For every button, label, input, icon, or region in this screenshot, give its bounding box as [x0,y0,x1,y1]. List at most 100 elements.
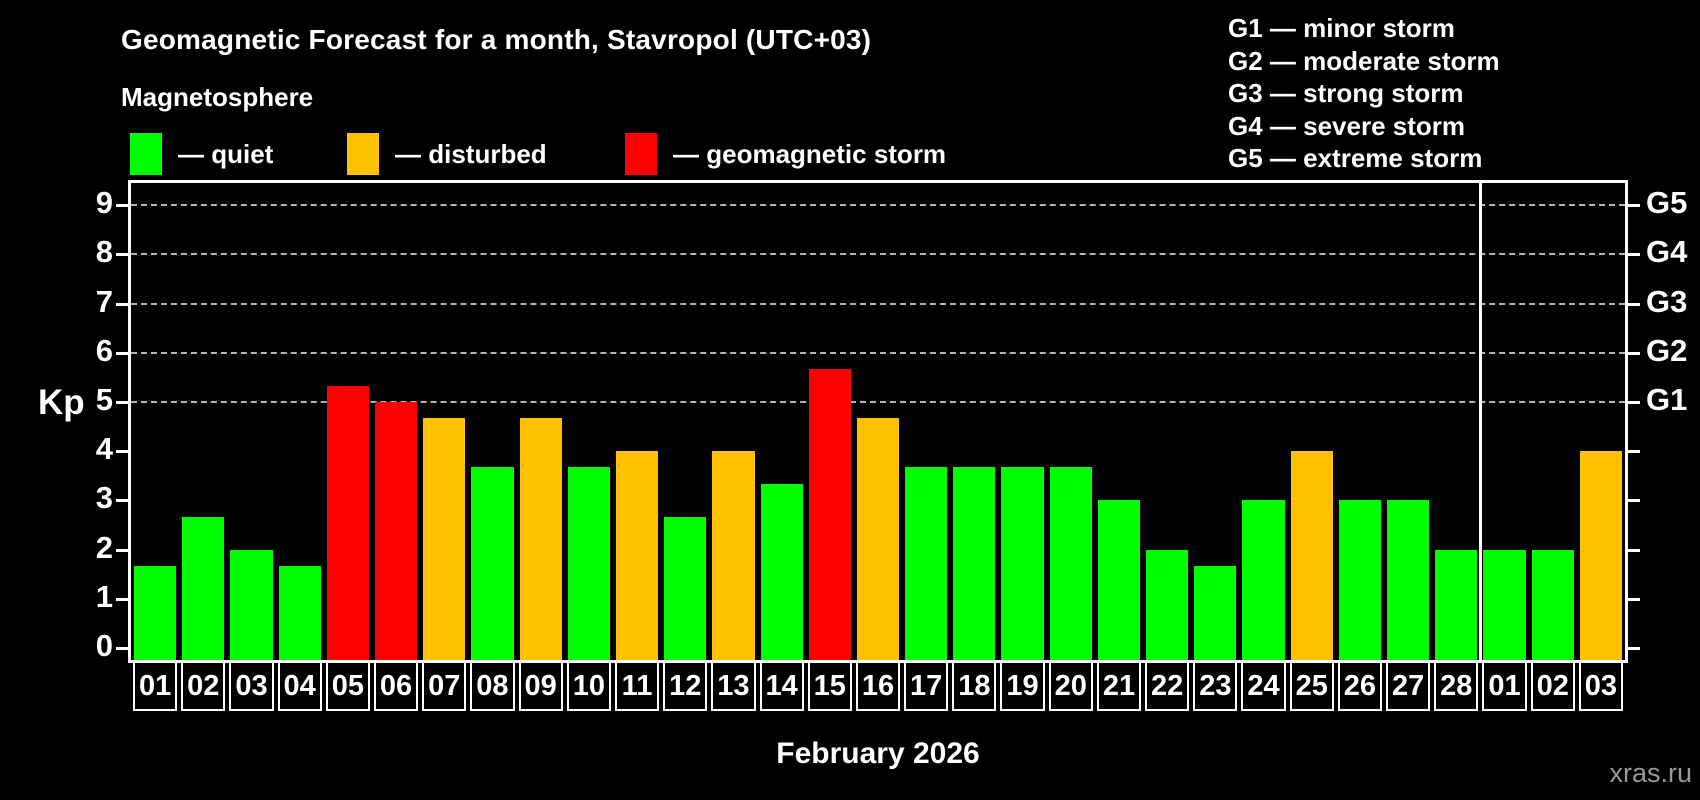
kp-bar-19 [1001,467,1044,660]
kp-bar-07 [423,418,466,660]
plot-area [128,180,1628,663]
kp-bar-17 [905,467,948,660]
kp-bar-03 [230,549,273,660]
disturbed-color-swatch [347,133,379,175]
y-tick-label: 2 [95,529,113,565]
page-title: Geomagnetic Forecast for a month, Stavro… [121,24,872,55]
day-label-feb-11: 11 [614,661,660,711]
y-tick-label: 0 [95,628,113,663]
day-label-feb-22: 22 [1145,661,1190,711]
y-axis-tick [116,204,131,208]
right-axis-tick [1625,647,1640,650]
chart-subtitle: Magnetosphere [121,82,314,112]
g-level-label-g5: G5 [1646,185,1688,221]
kp-bar-16 [856,418,900,660]
watermark: xras.ru [1609,758,1692,788]
legend-item-storm: — geomagnetic storm [625,133,946,175]
day-label-feb-15: 15 [807,661,852,711]
day-label-feb-25: 25 [1289,661,1334,711]
y-axis-tick [116,253,131,257]
month-separator [1478,183,1482,660]
kp-bar-01 [1483,549,1526,660]
y-axis-title: Kp [38,383,85,422]
day-label-feb-07: 07 [422,661,467,711]
y-axis-tick [116,450,131,454]
right-axis-tick [1625,499,1640,503]
day-label-feb-09: 09 [518,661,563,711]
storm-scale-legend: G1 — minor storm G2 — moderate storm G3 … [1228,12,1500,175]
storm-scale-line-g2: G2 — moderate storm [1228,45,1500,76]
day-label-feb-24: 24 [1241,661,1286,711]
kp-bar-05 [326,385,369,660]
y-tick-label: 1 [95,578,113,614]
day-label-mar-01: 01 [1482,661,1527,711]
day-label-feb-27: 27 [1386,661,1431,711]
kp-bar-03 [1579,451,1622,660]
right-axis-tick [1625,597,1640,601]
legend-label: — quiet [178,138,274,169]
kp-bar-04 [278,565,321,660]
kp-bar-02 [1531,549,1574,660]
day-label-mar-03: 03 [1578,661,1623,711]
day-label-feb-20: 20 [1048,661,1093,711]
day-label-feb-19: 19 [1000,661,1045,711]
g-level-label-g4: G4 [1646,234,1688,270]
g-level-label-g1: G1 [1646,382,1688,417]
status-legend: — quiet — disturbed — geomagnetic storm [0,133,1100,177]
kp-bar-13 [712,451,755,660]
gridline-kp5 [131,401,1625,403]
gridline-kp6 [131,351,1625,354]
day-label-feb-02: 02 [181,661,226,711]
storm-scale-line-g5: G5 — extreme storm [1228,143,1483,173]
kp-bar-21 [1097,500,1141,660]
y-axis-tick [116,597,131,601]
kp-bar-14 [760,484,803,660]
kp-bar-25 [1290,451,1333,660]
day-label-feb-26: 26 [1337,661,1383,711]
day-label-feb-06: 06 [373,661,419,711]
day-label-feb-08: 08 [470,661,515,711]
y-tick-label: 8 [95,234,113,270]
kp-bar-15 [808,369,851,660]
right-axis-tick [1625,204,1640,208]
storm-color-swatch [625,133,657,175]
y-tick-label: 5 [95,382,113,417]
legend-item-quiet: — quiet [130,133,273,175]
day-label-feb-14: 14 [759,661,804,711]
kp-bar-10 [567,467,610,660]
kp-bar-02 [182,516,225,660]
right-axis-tick [1625,351,1640,355]
day-label-feb-17: 17 [904,661,949,711]
right-axis-tick [1625,548,1640,552]
right-axis-tick [1625,401,1640,404]
y-tick-label: 7 [95,283,113,319]
right-axis-tick [1625,302,1640,306]
kp-bar-23 [1194,565,1237,660]
day-label-feb-10: 10 [566,661,611,711]
gridline-kp8 [131,253,1625,256]
storm-scale-line-g1: G1 — minor storm [1228,13,1455,43]
day-label-feb-13: 13 [711,661,756,711]
day-label-feb-23: 23 [1193,661,1238,711]
legend-item-disturbed: — disturbed [347,133,547,175]
kp-bar-12 [664,516,707,660]
y-tick-label: 3 [95,480,113,516]
day-label-feb-05: 05 [325,661,370,711]
gridline-kp9 [131,204,1625,207]
gridline-kp7 [131,302,1625,305]
kp-bar-28 [1435,549,1478,660]
y-axis-tick [116,302,131,306]
kp-bar-20 [1049,467,1092,660]
kp-bar-22 [1146,549,1189,660]
kp-bar-01 [134,565,177,660]
x-axis-title: February 2026 [776,737,980,770]
g-level-label-g3: G3 [1646,283,1688,319]
right-axis-tick [1625,253,1640,257]
y-axis-tick [116,548,131,552]
y-axis-tick [116,647,131,650]
kp-bar-18 [953,467,996,660]
kp-bar-08 [471,467,514,660]
kp-bar-11 [615,451,659,660]
day-label-feb-18: 18 [952,661,997,711]
